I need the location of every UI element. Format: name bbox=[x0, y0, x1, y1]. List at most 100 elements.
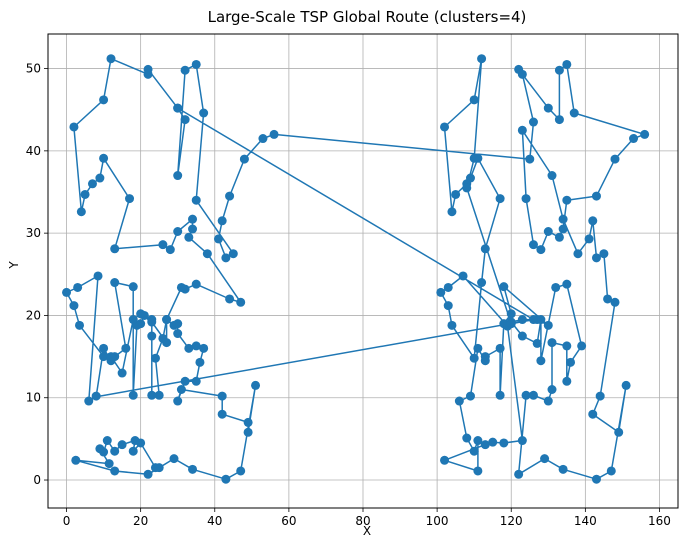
x-tick-label: 40 bbox=[207, 514, 222, 528]
route-point bbox=[106, 54, 116, 64]
route-point bbox=[99, 153, 109, 163]
route-point bbox=[258, 134, 268, 144]
y-tick-label: 10 bbox=[26, 391, 41, 405]
route-point bbox=[76, 207, 86, 217]
route-point bbox=[95, 173, 105, 183]
route-point bbox=[225, 294, 235, 304]
x-tick-label: 0 bbox=[63, 514, 71, 528]
route-point bbox=[162, 315, 172, 325]
y-tick-label: 40 bbox=[26, 144, 41, 158]
route-point bbox=[469, 153, 479, 163]
route-point bbox=[217, 216, 227, 226]
route-point bbox=[521, 390, 531, 400]
route-point bbox=[221, 474, 231, 484]
route-point bbox=[451, 189, 461, 199]
route-point bbox=[540, 454, 550, 464]
route-point bbox=[173, 171, 183, 181]
route-point bbox=[536, 245, 546, 255]
route-point bbox=[447, 320, 457, 330]
route-point bbox=[99, 352, 109, 362]
route-point bbox=[554, 115, 564, 125]
route-point bbox=[173, 227, 183, 236]
route-point bbox=[610, 297, 620, 307]
route-point bbox=[517, 331, 527, 341]
route-point bbox=[588, 216, 598, 226]
route-point bbox=[562, 376, 572, 386]
route-points bbox=[62, 54, 650, 484]
y-tick-label: 30 bbox=[26, 226, 41, 240]
route-point bbox=[225, 191, 235, 201]
route-point bbox=[87, 179, 97, 189]
route-point bbox=[180, 284, 190, 294]
route-point bbox=[629, 134, 639, 144]
y-tick-label: 0 bbox=[33, 473, 41, 487]
route-point bbox=[554, 65, 564, 75]
route-point bbox=[176, 385, 186, 394]
route-point bbox=[104, 459, 114, 469]
route-point bbox=[528, 117, 538, 127]
x-tick-label: 20 bbox=[133, 514, 148, 528]
route-point bbox=[125, 194, 135, 204]
route-point bbox=[213, 234, 223, 244]
route-point bbox=[480, 244, 490, 254]
route-point bbox=[180, 65, 190, 75]
route-point bbox=[562, 195, 572, 205]
route-point bbox=[217, 409, 227, 419]
route-point bbox=[454, 396, 464, 406]
route-point bbox=[488, 437, 498, 447]
route-point bbox=[606, 466, 616, 476]
route-point bbox=[143, 64, 153, 74]
route-point bbox=[499, 438, 509, 448]
route-point bbox=[147, 331, 157, 341]
route-point bbox=[128, 446, 138, 456]
route-point bbox=[184, 232, 194, 242]
route-point bbox=[269, 129, 279, 139]
route-point bbox=[199, 343, 209, 353]
route-point bbox=[188, 214, 198, 224]
x-tick-label: 120 bbox=[500, 514, 523, 528]
route-point bbox=[591, 191, 601, 201]
route-point bbox=[239, 154, 249, 164]
route-point bbox=[191, 376, 201, 386]
route-point bbox=[603, 294, 613, 304]
route-point bbox=[202, 249, 212, 259]
route-point bbox=[236, 297, 246, 307]
route-point bbox=[543, 227, 553, 236]
route-point bbox=[547, 385, 557, 394]
route-point bbox=[506, 319, 516, 329]
route-point bbox=[447, 207, 457, 217]
route-point bbox=[110, 446, 120, 456]
route-point bbox=[69, 301, 79, 311]
route-point bbox=[495, 343, 505, 353]
route-point bbox=[547, 338, 557, 348]
route-point bbox=[191, 279, 201, 289]
route-point bbox=[191, 341, 201, 351]
route-point bbox=[440, 455, 450, 465]
route-point bbox=[517, 125, 527, 135]
route-point bbox=[547, 171, 557, 181]
x-tick-label: 160 bbox=[648, 514, 671, 528]
axis-ticks: 0 20 40 60 80 100 120 140 160 0 10 20 30 40 50 bbox=[26, 62, 671, 528]
route-point bbox=[521, 194, 531, 204]
y-axis-label: Y bbox=[7, 261, 21, 270]
route-point bbox=[584, 234, 594, 244]
route-point bbox=[558, 214, 568, 224]
route-point bbox=[106, 352, 116, 362]
route-point bbox=[506, 309, 516, 319]
route-point bbox=[477, 278, 487, 288]
route-point bbox=[102, 436, 112, 446]
route-point bbox=[562, 341, 572, 351]
route-point bbox=[236, 466, 246, 476]
route-point bbox=[117, 440, 127, 450]
route-point bbox=[110, 244, 120, 254]
route-point bbox=[195, 357, 205, 367]
route-point bbox=[566, 357, 576, 367]
route-point bbox=[110, 466, 120, 476]
route-point bbox=[465, 391, 475, 401]
route-point bbox=[462, 433, 472, 443]
route-point bbox=[173, 103, 183, 113]
route-point bbox=[69, 122, 79, 132]
x-tick-label: 140 bbox=[574, 514, 597, 528]
route-point bbox=[514, 469, 524, 479]
